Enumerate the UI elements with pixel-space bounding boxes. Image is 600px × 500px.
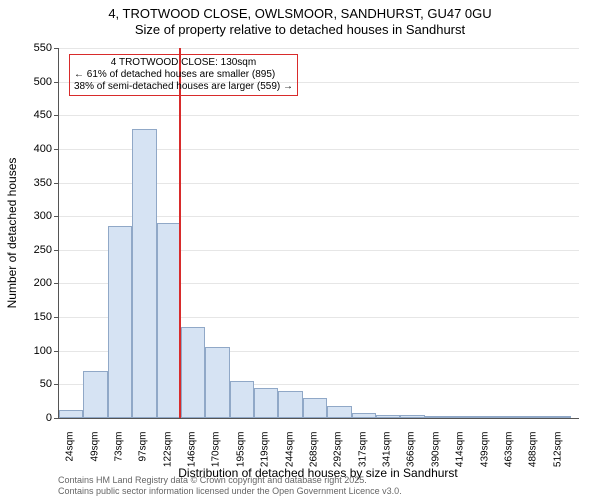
y-tick-label: 200 xyxy=(12,277,52,289)
chart-area: 4 TROTWOOD CLOSE: 130sqm← 61% of detache… xyxy=(58,48,578,418)
x-tick-label: 366sqm xyxy=(406,432,417,482)
y-tick-label: 550 xyxy=(12,42,52,54)
x-tick-label: 463sqm xyxy=(503,432,514,482)
annotation-box: 4 TROTWOOD CLOSE: 130sqm← 61% of detache… xyxy=(69,54,298,96)
annotation-line: 4 TROTWOOD CLOSE: 130sqm xyxy=(74,57,293,69)
y-tick-mark xyxy=(54,216,59,217)
y-tick-mark xyxy=(54,351,59,352)
y-tick-label: 250 xyxy=(12,244,52,256)
x-tick-label: 317sqm xyxy=(357,432,368,482)
x-tick-label: 341sqm xyxy=(382,432,393,482)
x-tick-label: 414sqm xyxy=(455,432,466,482)
x-tick-label: 219sqm xyxy=(260,432,271,482)
y-tick-label: 350 xyxy=(12,177,52,189)
footer-attribution: Contains HM Land Registry data © Crown c… xyxy=(58,475,402,496)
x-tick-label: 195sqm xyxy=(235,432,246,482)
y-tick-label: 300 xyxy=(12,210,52,222)
x-tick-label: 49sqm xyxy=(89,432,100,482)
histogram-bar xyxy=(327,406,351,418)
plot-area: 4 TROTWOOD CLOSE: 130sqm← 61% of detache… xyxy=(58,48,579,419)
annotation-line: 38% of semi-detached houses are larger (… xyxy=(74,81,293,93)
histogram-bar xyxy=(230,381,254,418)
annotation-line: ← 61% of detached houses are smaller (89… xyxy=(74,69,293,81)
y-tick-mark xyxy=(54,149,59,150)
histogram-bar xyxy=(547,416,571,418)
y-tick-mark xyxy=(54,183,59,184)
histogram-bar xyxy=(425,416,449,418)
x-tick-label: 146sqm xyxy=(187,432,198,482)
histogram-bar xyxy=(83,371,107,418)
x-tick-label: 512sqm xyxy=(552,432,563,482)
y-tick-mark xyxy=(54,317,59,318)
histogram-bar xyxy=(400,415,424,418)
histogram-bar xyxy=(132,129,156,418)
histogram-bar xyxy=(108,226,132,418)
x-tick-label: 244sqm xyxy=(284,432,295,482)
histogram-bar xyxy=(205,347,229,418)
x-tick-label: 97sqm xyxy=(138,432,149,482)
chart-title-block: 4, TROTWOOD CLOSE, OWLSMOOR, SANDHURST, … xyxy=(0,0,600,39)
x-tick-label: 170sqm xyxy=(211,432,222,482)
y-tick-label: 50 xyxy=(12,378,52,390)
histogram-bar xyxy=(303,398,327,418)
y-tick-label: 400 xyxy=(12,143,52,155)
histogram-bar xyxy=(522,416,546,418)
y-tick-label: 450 xyxy=(12,109,52,121)
y-tick-mark xyxy=(54,115,59,116)
y-tick-label: 500 xyxy=(12,76,52,88)
histogram-bar xyxy=(498,416,522,418)
y-tick-mark xyxy=(54,283,59,284)
histogram-bar xyxy=(157,223,181,418)
histogram-bar xyxy=(254,388,278,418)
y-tick-mark xyxy=(54,250,59,251)
histogram-bar xyxy=(278,391,302,418)
x-tick-label: 122sqm xyxy=(162,432,173,482)
footer-line-2: Contains public sector information licen… xyxy=(58,486,402,496)
gridline xyxy=(59,48,579,49)
y-tick-mark xyxy=(54,82,59,83)
x-tick-label: 268sqm xyxy=(308,432,319,482)
x-tick-label: 390sqm xyxy=(430,432,441,482)
histogram-bar xyxy=(376,415,400,418)
histogram-bar xyxy=(352,413,376,418)
gridline xyxy=(59,115,579,116)
histogram-bar xyxy=(59,410,83,418)
histogram-bar xyxy=(473,416,497,418)
y-tick-label: 150 xyxy=(12,311,52,323)
footer-line-1: Contains HM Land Registry data © Crown c… xyxy=(58,475,402,485)
y-tick-label: 0 xyxy=(12,412,52,424)
x-tick-label: 73sqm xyxy=(113,432,124,482)
title-line-1: 4, TROTWOOD CLOSE, OWLSMOOR, SANDHURST, … xyxy=(0,6,600,22)
histogram-bar xyxy=(181,327,205,418)
reference-line xyxy=(179,48,181,418)
y-tick-mark xyxy=(54,418,59,419)
x-tick-label: 488sqm xyxy=(528,432,539,482)
title-line-2: Size of property relative to detached ho… xyxy=(0,22,600,38)
y-tick-mark xyxy=(54,384,59,385)
histogram-bar xyxy=(449,416,473,418)
x-tick-label: 292sqm xyxy=(333,432,344,482)
y-tick-mark xyxy=(54,48,59,49)
y-tick-label: 100 xyxy=(12,345,52,357)
x-tick-label: 24sqm xyxy=(65,432,76,482)
x-tick-label: 439sqm xyxy=(479,432,490,482)
